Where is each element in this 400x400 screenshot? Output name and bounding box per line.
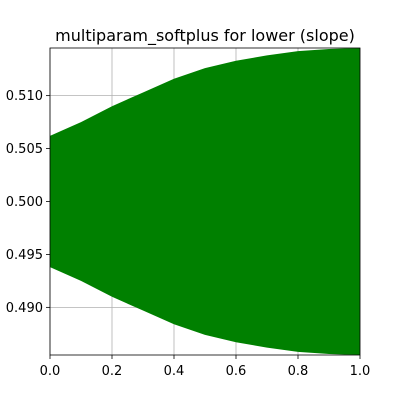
- x-tick-label: 0.0: [40, 364, 61, 379]
- x-tick-label: 0.4: [164, 364, 185, 379]
- x-tick-label: 0.6: [226, 364, 247, 379]
- y-tick-label: 0.495: [6, 248, 43, 263]
- y-tick-label: 0.510: [6, 89, 43, 104]
- x-tick-label: 1.0: [350, 364, 371, 379]
- y-tick-label: 0.490: [6, 301, 43, 316]
- x-tick-label: 0.8: [288, 364, 309, 379]
- y-tick-label: 0.500: [6, 195, 43, 210]
- x-tick-label: 0.2: [102, 364, 123, 379]
- y-tick-label: 0.505: [6, 142, 43, 157]
- chart-title: multiparam_softplus for lower (slope): [55, 26, 355, 46]
- data-layer: [50, 48, 360, 355]
- band-area: [50, 48, 360, 355]
- axes: 0.0 0.2 0.4 0.6 0.8 1.0 0.490 0.495 0.500 0.505 0.…: [6, 47, 371, 379]
